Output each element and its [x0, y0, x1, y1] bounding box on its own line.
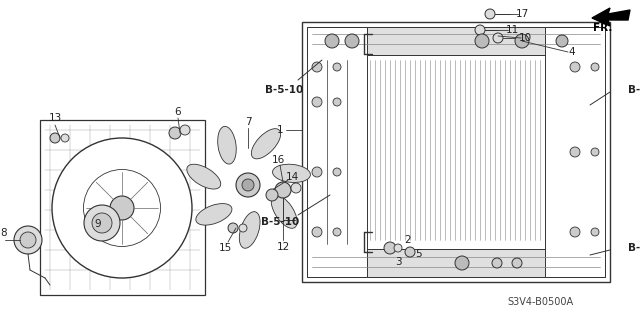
Text: 14: 14	[285, 172, 299, 182]
Circle shape	[14, 226, 42, 254]
Circle shape	[405, 247, 415, 257]
Circle shape	[570, 147, 580, 157]
Text: 2: 2	[404, 235, 412, 245]
Text: 1: 1	[276, 125, 284, 135]
Circle shape	[475, 25, 485, 35]
Text: 8: 8	[1, 228, 7, 238]
Ellipse shape	[218, 126, 236, 164]
Circle shape	[333, 168, 341, 176]
Text: 11: 11	[506, 25, 518, 35]
Circle shape	[291, 183, 301, 193]
Ellipse shape	[271, 195, 297, 228]
Text: B-5-10: B-5-10	[261, 217, 299, 227]
Text: B-5-10: B-5-10	[628, 243, 640, 253]
Circle shape	[333, 228, 341, 236]
Bar	[40, 120, 205, 295]
Circle shape	[475, 34, 489, 48]
Circle shape	[591, 228, 599, 236]
Circle shape	[394, 244, 402, 252]
Circle shape	[239, 224, 247, 232]
Circle shape	[312, 227, 322, 237]
Text: FR.: FR.	[593, 23, 612, 33]
Text: 12: 12	[276, 242, 290, 252]
Text: 13: 13	[49, 113, 61, 123]
Circle shape	[20, 232, 36, 248]
Bar	[545, 27, 605, 277]
Text: B-5-10: B-5-10	[628, 85, 640, 95]
Circle shape	[333, 63, 341, 71]
Circle shape	[92, 213, 112, 233]
Text: B-5-10: B-5-10	[265, 85, 303, 95]
Ellipse shape	[239, 212, 260, 248]
Text: S3V4-B0500A: S3V4-B0500A	[507, 297, 573, 307]
Circle shape	[110, 196, 134, 220]
Circle shape	[384, 242, 396, 254]
Text: 6: 6	[175, 107, 181, 117]
Circle shape	[84, 205, 120, 241]
Text: 7: 7	[244, 117, 252, 127]
Circle shape	[493, 33, 503, 43]
Circle shape	[485, 9, 495, 19]
Circle shape	[312, 62, 322, 72]
Circle shape	[312, 167, 322, 177]
Circle shape	[556, 35, 568, 47]
Circle shape	[512, 258, 522, 268]
Circle shape	[169, 127, 181, 139]
Circle shape	[345, 34, 359, 48]
Circle shape	[312, 97, 322, 107]
Circle shape	[61, 134, 69, 142]
Text: 17: 17	[515, 9, 529, 19]
Circle shape	[266, 189, 278, 201]
Circle shape	[492, 258, 502, 268]
Circle shape	[180, 125, 190, 135]
Circle shape	[333, 98, 341, 106]
Ellipse shape	[273, 164, 310, 182]
Circle shape	[52, 138, 192, 278]
Circle shape	[83, 169, 161, 247]
Circle shape	[228, 223, 238, 233]
Circle shape	[515, 34, 529, 48]
Circle shape	[591, 63, 599, 71]
Text: 10: 10	[518, 33, 532, 43]
Circle shape	[242, 179, 254, 191]
Text: 9: 9	[95, 219, 101, 229]
Bar	[307, 27, 605, 55]
Text: 4: 4	[569, 47, 575, 57]
Polygon shape	[592, 8, 630, 26]
Ellipse shape	[252, 129, 280, 159]
Circle shape	[570, 62, 580, 72]
Circle shape	[50, 133, 60, 143]
Circle shape	[591, 148, 599, 156]
Text: 3: 3	[395, 257, 401, 267]
Circle shape	[455, 256, 469, 270]
Circle shape	[275, 182, 291, 198]
Ellipse shape	[196, 204, 232, 225]
Circle shape	[325, 34, 339, 48]
Text: 15: 15	[218, 243, 232, 253]
Bar	[307, 27, 367, 277]
Circle shape	[570, 227, 580, 237]
Bar	[302, 22, 610, 282]
Ellipse shape	[187, 164, 221, 189]
Circle shape	[236, 173, 260, 197]
Text: 16: 16	[271, 155, 285, 165]
Text: 5: 5	[415, 249, 421, 259]
Bar	[307, 249, 605, 277]
